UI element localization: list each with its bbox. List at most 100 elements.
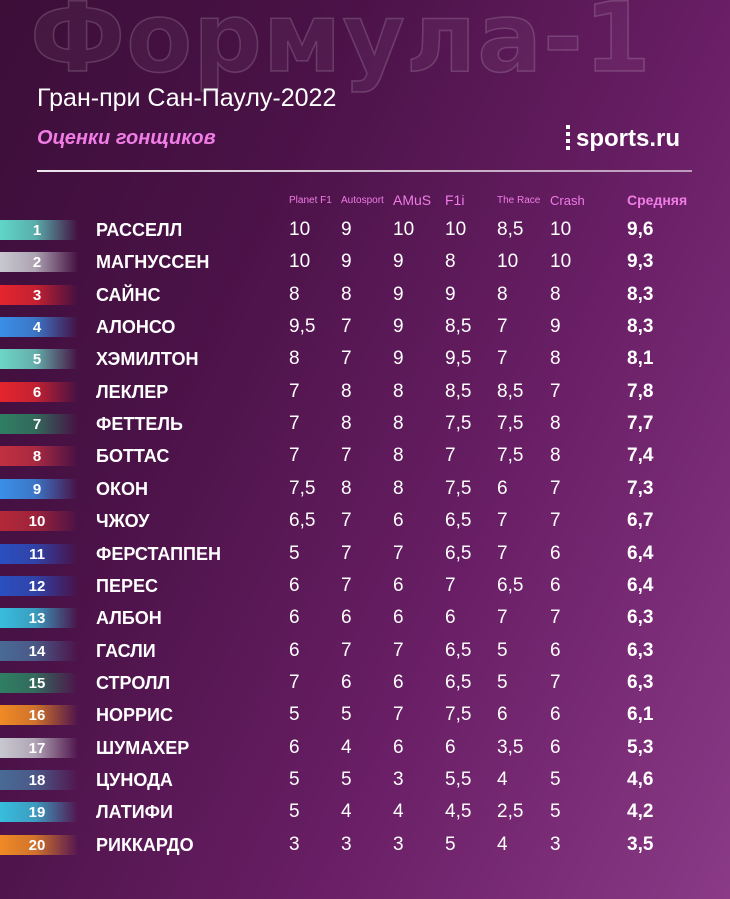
rating-autosport: 7: [341, 348, 352, 369]
driver-name: АЛБОН: [96, 608, 162, 628]
position-number: 14: [28, 642, 46, 660]
rating-planet-f1: 8: [289, 284, 300, 305]
rating-autosport: 7: [341, 445, 352, 466]
rating-average: 6,4: [627, 575, 654, 596]
table-row: 1 РАССЕЛЛ 10 9 10 10 8,5 10 9,6: [0, 218, 730, 242]
rating-the-race: 7,5: [497, 445, 524, 466]
rating-amus: 7: [393, 640, 404, 661]
rating-the-race: 5: [497, 640, 508, 661]
position-badge: 13: [0, 608, 78, 628]
rating-crash: 10: [550, 219, 572, 240]
rating-planet-f1: 5: [289, 543, 300, 564]
rating-autosport: 6: [341, 672, 352, 693]
position-number: 16: [28, 706, 46, 724]
rating-f1i: 7,5: [445, 413, 472, 434]
rating-crash: 6: [550, 704, 561, 725]
rating-average: 4,2: [627, 801, 654, 822]
driver-name: ФЕРСТАППЕН: [96, 544, 221, 564]
rating-amus: 7: [393, 543, 404, 564]
rating-the-race: 4: [497, 834, 508, 855]
table-row: 17 ШУМАХЕР 6 4 6 6 3,5 6 5,3: [0, 736, 730, 760]
rating-the-race: 5: [497, 672, 508, 693]
rating-planet-f1: 7: [289, 445, 300, 466]
rating-f1i: 5: [445, 834, 456, 855]
rating-f1i: 6,5: [445, 640, 472, 661]
rating-f1i: 9,5: [445, 348, 472, 369]
table-row: 3 САЙНС 8 8 9 9 8 8 8,3: [0, 283, 730, 307]
rating-planet-f1: 7: [289, 413, 300, 434]
rating-autosport: 4: [341, 801, 352, 822]
rating-the-race: 2,5: [497, 801, 524, 822]
logo-text: sports.ru: [576, 125, 681, 152]
rating-average: 8,3: [627, 284, 654, 305]
table-row: 16 НОРРИС 5 5 7 7,5 6 6 6,1: [0, 703, 730, 727]
position-badge: 6: [0, 382, 78, 402]
rating-planet-f1: 5: [289, 801, 300, 822]
rating-the-race: 8,5: [497, 219, 524, 240]
rating-f1i: 7: [445, 575, 456, 596]
position-number: 17: [28, 739, 46, 757]
rating-autosport: 8: [341, 381, 352, 402]
position-badge: 7: [0, 414, 78, 434]
rating-average: 6,4: [627, 543, 654, 564]
rating-amus: 7: [393, 704, 404, 725]
rating-autosport: 4: [341, 737, 352, 758]
rating-amus: 6: [393, 510, 404, 531]
rating-autosport: 5: [341, 769, 352, 790]
rating-autosport: 3: [341, 834, 352, 855]
rating-crash: 8: [550, 445, 561, 466]
position-number: 2: [32, 253, 42, 271]
header-f1i: F1i: [445, 192, 465, 208]
rating-autosport: 9: [341, 219, 352, 240]
rating-the-race: 10: [497, 251, 519, 272]
rating-the-race: 7: [497, 607, 508, 628]
rating-f1i: 7,5: [445, 478, 472, 499]
driver-name: РАССЕЛЛ: [96, 220, 183, 240]
rating-crash: 9: [550, 316, 561, 337]
rating-amus: 9: [393, 251, 404, 272]
rating-f1i: 10: [445, 219, 467, 240]
driver-name: ЦУНОДА: [96, 770, 173, 790]
position-badge: 17: [0, 738, 78, 758]
rating-the-race: 3,5: [497, 737, 524, 758]
rating-crash: 6: [550, 640, 561, 661]
rating-crash: 8: [550, 413, 561, 434]
rating-average: 9,3: [627, 251, 654, 272]
table-row: 11 ФЕРСТАППЕН 5 7 7 6,5 7 6 6,4: [0, 542, 730, 566]
position-badge: 12: [0, 576, 78, 596]
rating-amus: 8: [393, 381, 404, 402]
rating-amus: 6: [393, 575, 404, 596]
rating-average: 4,6: [627, 769, 654, 790]
rating-average: 7,7: [627, 413, 654, 434]
page-subtitle: Оценки гонщиков: [37, 127, 216, 149]
position-badge: 18: [0, 770, 78, 790]
sports-ru-logo: sports.ru: [566, 124, 680, 154]
rating-planet-f1: 6: [289, 607, 300, 628]
driver-name: ПЕРЕС: [96, 576, 158, 596]
rating-crash: 5: [550, 769, 561, 790]
rating-average: 6,1: [627, 704, 654, 725]
rating-average: 8,3: [627, 316, 654, 337]
rating-the-race: 8,5: [497, 381, 524, 402]
rating-crash: 7: [550, 672, 561, 693]
driver-name: ЛАТИФИ: [96, 802, 173, 822]
rating-autosport: 7: [341, 575, 352, 596]
rating-amus: 8: [393, 478, 404, 499]
rating-f1i: 8,5: [445, 381, 472, 402]
rating-average: 7,8: [627, 381, 654, 402]
rating-average: 9,6: [627, 219, 654, 240]
header-the-race: The Race: [497, 194, 541, 206]
rating-average: 6,3: [627, 607, 654, 628]
driver-name: ЛЕКЛЕР: [96, 382, 169, 402]
rating-f1i: 5,5: [445, 769, 472, 790]
rating-amus: 6: [393, 737, 404, 758]
rating-planet-f1: 7: [289, 672, 300, 693]
position-number: 5: [32, 350, 42, 368]
rating-crash: 6: [550, 575, 561, 596]
driver-name: ФЕТТЕЛЬ: [96, 414, 183, 434]
position-badge: 4: [0, 317, 78, 337]
rating-the-race: 6: [497, 704, 508, 725]
rating-f1i: 4,5: [445, 801, 472, 822]
position-badge: 16: [0, 705, 78, 725]
position-badge: 9: [0, 479, 78, 499]
